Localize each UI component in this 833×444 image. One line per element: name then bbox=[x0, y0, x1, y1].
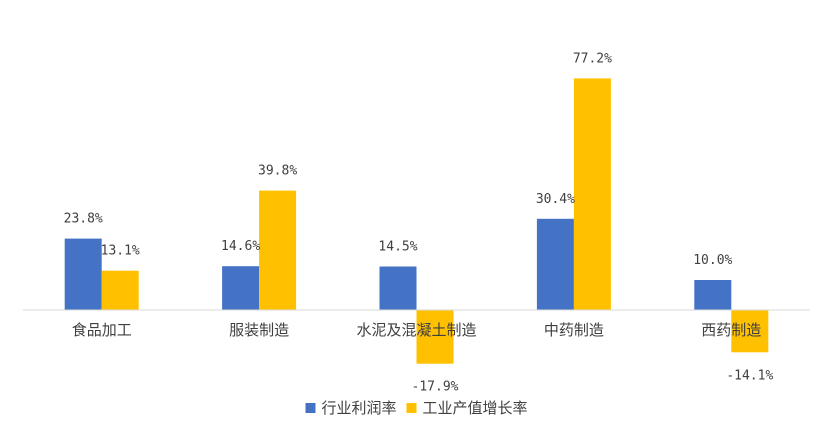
data-label-output-growth-2: -17.9% bbox=[412, 380, 459, 395]
bar-output-growth-4 bbox=[731, 310, 769, 353]
category-label-3: 中药制造 bbox=[544, 321, 604, 339]
data-label-output-growth-3: 77.2% bbox=[573, 51, 612, 66]
bar-output-growth-0 bbox=[101, 270, 139, 310]
bar-output-growth-3 bbox=[573, 78, 611, 311]
bar-profit-margin-4 bbox=[694, 280, 732, 310]
data-label-output-growth-4: -14.1% bbox=[726, 368, 773, 383]
data-label-profit-margin-0: 23.8% bbox=[64, 212, 103, 227]
category-label-4: 西药制造 bbox=[701, 321, 761, 339]
legend-label-1: 工业产值增长率 bbox=[423, 399, 528, 417]
category-label-1: 服装制造 bbox=[229, 321, 289, 339]
bar-profit-margin-0 bbox=[64, 238, 102, 310]
bar-output-growth-2 bbox=[416, 310, 454, 364]
legend: 行业利润率 工业产值增长率 bbox=[305, 399, 528, 417]
bar-profit-margin-1 bbox=[222, 266, 260, 310]
bars-layer bbox=[64, 78, 769, 364]
legend-label-0: 行业利润率 bbox=[322, 399, 397, 417]
legend-swatch-0 bbox=[305, 403, 316, 413]
data-label-output-growth-1: 39.8% bbox=[258, 164, 297, 179]
bar-profit-margin-2 bbox=[379, 266, 417, 310]
bar-output-growth-1 bbox=[259, 190, 297, 310]
category-label-2: 水泥及混凝土制造 bbox=[356, 321, 476, 339]
data-label-profit-margin-3: 30.4% bbox=[536, 192, 575, 207]
labels-layer: 23.8% 13.1% 食品加工 14.6% 39.8% 服装制造 14.5% -17.9% 水… bbox=[64, 51, 774, 394]
data-label-profit-margin-4: 10.0% bbox=[693, 253, 732, 268]
legend-swatch-1 bbox=[406, 403, 417, 413]
bar-profit-margin-3 bbox=[536, 218, 574, 310]
category-label-0: 食品加工 bbox=[72, 321, 132, 339]
data-label-profit-margin-2: 14.5% bbox=[378, 240, 417, 255]
data-label-output-growth-0: 13.1% bbox=[101, 244, 140, 259]
data-label-profit-margin-1: 14.6% bbox=[221, 239, 260, 254]
